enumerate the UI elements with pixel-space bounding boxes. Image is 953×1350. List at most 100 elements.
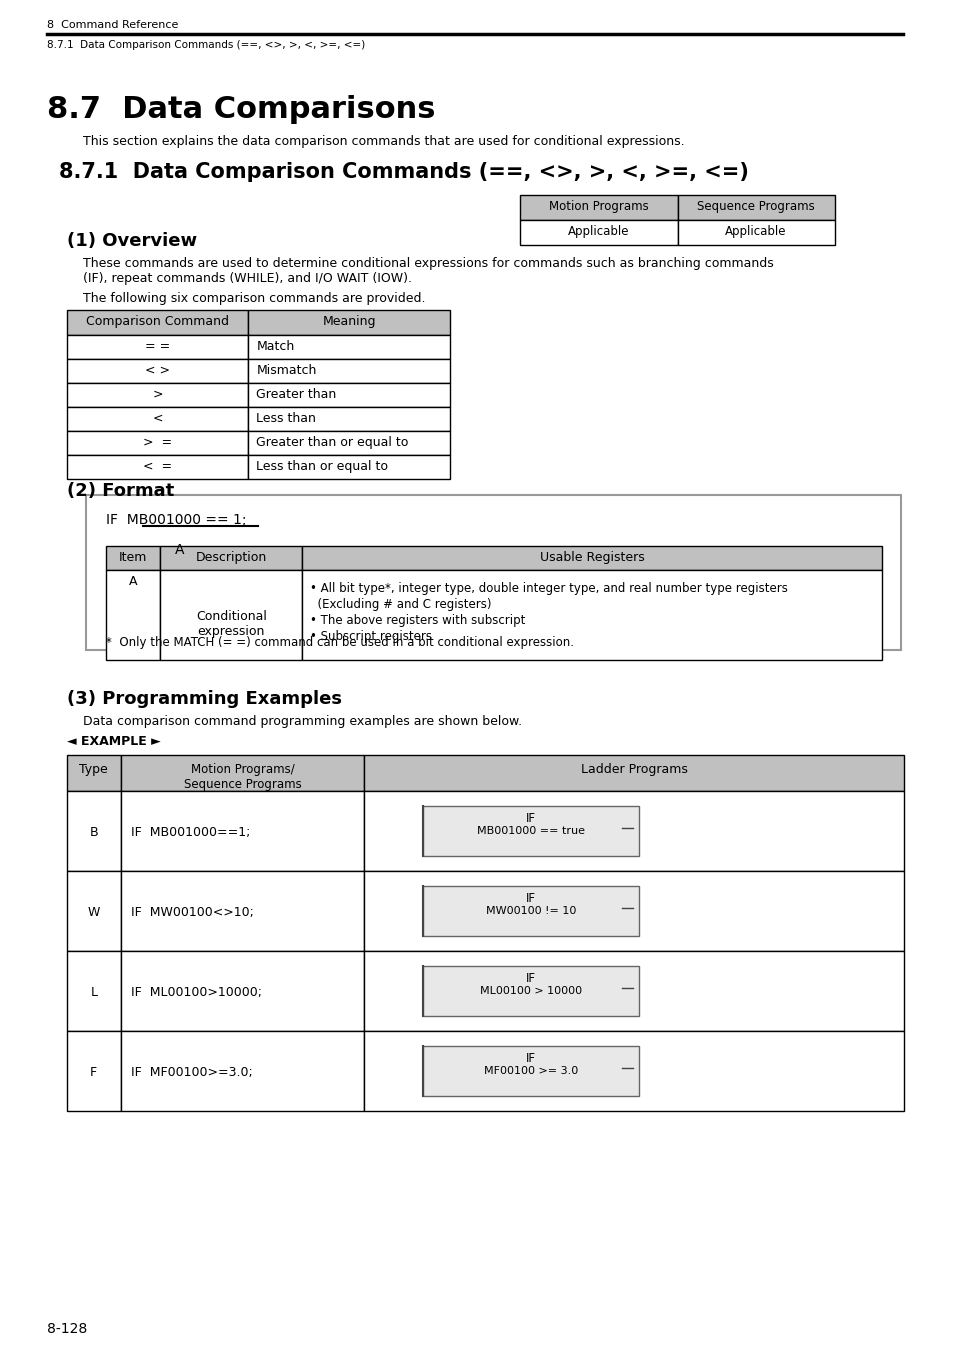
Text: Conditional
expression: Conditional expression [195,610,267,639]
Bar [248,310,449,335]
Text: • The above registers with subscript: • The above registers with subscript [310,614,525,626]
Bar [67,406,248,431]
Text: Comparison Command: Comparison Command [86,315,229,328]
Bar [248,383,449,406]
Text: Motion Programs/
Sequence Programs: Motion Programs/ Sequence Programs [184,763,301,791]
Text: 8.7.1  Data Comparison Commands (==, <>, >, <, >=, <=): 8.7.1 Data Comparison Commands (==, <>, … [59,162,748,182]
Text: Match: Match [256,340,294,352]
Bar [364,755,903,791]
Text: IF  MB001000==1;: IF MB001000==1; [131,826,250,838]
Text: Mismatch: Mismatch [256,364,316,377]
Text: Less than: Less than [256,412,315,425]
Text: Applicable: Applicable [568,225,629,238]
Bar [121,755,364,791]
Bar [302,570,881,660]
Text: This section explains the data comparison commands that are used for conditional: This section explains the data compariso… [83,135,684,148]
Text: Greater than or equal to: Greater than or equal to [256,436,408,450]
Bar [160,545,302,570]
Text: 8.7.1  Data Comparison Commands (==, <>, >, <, >=, <=): 8.7.1 Data Comparison Commands (==, <>, … [47,40,365,50]
Text: (2) Format: (2) Format [67,482,173,500]
Bar [160,570,302,660]
Bar [67,455,248,479]
Text: IF: IF [526,811,536,825]
Bar [677,220,834,244]
Text: MW00100 != 10: MW00100 != 10 [485,906,576,917]
Bar [106,570,160,660]
Text: Type: Type [79,763,108,776]
Bar [121,1031,364,1111]
Text: 8  Command Reference: 8 Command Reference [47,20,178,30]
Bar [519,194,677,220]
Bar [67,871,121,950]
Text: Greater than: Greater than [256,387,336,401]
Text: L: L [91,986,97,999]
Text: IF: IF [526,972,536,986]
Text: ML00100 > 10000: ML00100 > 10000 [479,986,581,996]
Text: Usable Registers: Usable Registers [539,551,644,564]
Text: < >: < > [145,364,170,377]
Text: A: A [174,543,184,558]
Text: Description: Description [195,551,267,564]
Bar [67,791,121,871]
Text: <: < [152,412,163,425]
Text: ◄ EXAMPLE ►: ◄ EXAMPLE ► [67,734,160,748]
Bar [423,806,639,856]
Text: Motion Programs: Motion Programs [549,200,648,213]
Text: • All bit type*, integer type, double integer type, and real number type registe: • All bit type*, integer type, double in… [310,582,787,595]
Bar [67,755,121,791]
Text: B: B [90,826,98,838]
Text: *  Only the MATCH (= =) command can be used in a bit conditional expression.: * Only the MATCH (= =) command can be us… [106,636,574,649]
Bar [121,791,364,871]
Bar [423,886,639,936]
Text: (1) Overview: (1) Overview [67,232,196,250]
Text: IF  MW00100<>10;: IF MW00100<>10; [131,906,253,919]
Bar [423,1046,639,1096]
Text: IF: IF [526,1052,536,1065]
Bar [121,950,364,1031]
Bar [67,359,248,383]
Text: MB001000 == true: MB001000 == true [476,826,584,836]
Bar [67,950,121,1031]
Text: F: F [91,1066,97,1079]
Bar [248,431,449,455]
Bar [121,871,364,950]
Bar [364,871,903,950]
Bar [302,545,881,570]
Text: Less than or equal to: Less than or equal to [256,460,388,472]
Bar [519,220,677,244]
Text: IF  MB001000 == 1;: IF MB001000 == 1; [106,513,246,526]
Text: Item: Item [119,551,147,564]
Text: Data comparison command programming examples are shown below.: Data comparison command programming exam… [83,716,522,728]
Text: W: W [88,906,100,919]
Bar [248,406,449,431]
Text: IF  MF00100>=3.0;: IF MF00100>=3.0; [131,1066,253,1079]
Text: (3) Programming Examples: (3) Programming Examples [67,690,341,707]
Bar [67,335,248,359]
Text: IF  ML00100>10000;: IF ML00100>10000; [131,986,261,999]
Bar [364,791,903,871]
Text: Applicable: Applicable [724,225,786,238]
Text: Meaning: Meaning [322,315,375,328]
Text: (Excluding # and C registers): (Excluding # and C registers) [310,598,491,612]
Bar [67,383,248,406]
Text: >: > [152,387,163,401]
Bar [248,359,449,383]
Bar [248,455,449,479]
Text: Sequence Programs: Sequence Programs [697,200,814,213]
Bar [677,194,834,220]
Bar [67,310,248,335]
Text: 8-128: 8-128 [47,1322,88,1336]
Bar [364,950,903,1031]
Text: MF00100 >= 3.0: MF00100 >= 3.0 [483,1066,578,1076]
Text: These commands are used to determine conditional expressions for commands such a: These commands are used to determine con… [83,256,774,285]
Text: Ladder Programs: Ladder Programs [580,763,687,776]
Text: 8.7  Data Comparisons: 8.7 Data Comparisons [47,95,436,124]
Bar [364,1031,903,1111]
Bar [248,335,449,359]
Text: • Subscript registers: • Subscript registers [310,630,432,643]
Text: IF: IF [526,892,536,904]
Text: The following six comparison commands are provided.: The following six comparison commands ar… [83,292,425,305]
Text: >  =: > = [143,436,172,450]
Text: A: A [129,575,137,589]
Bar [423,967,639,1017]
